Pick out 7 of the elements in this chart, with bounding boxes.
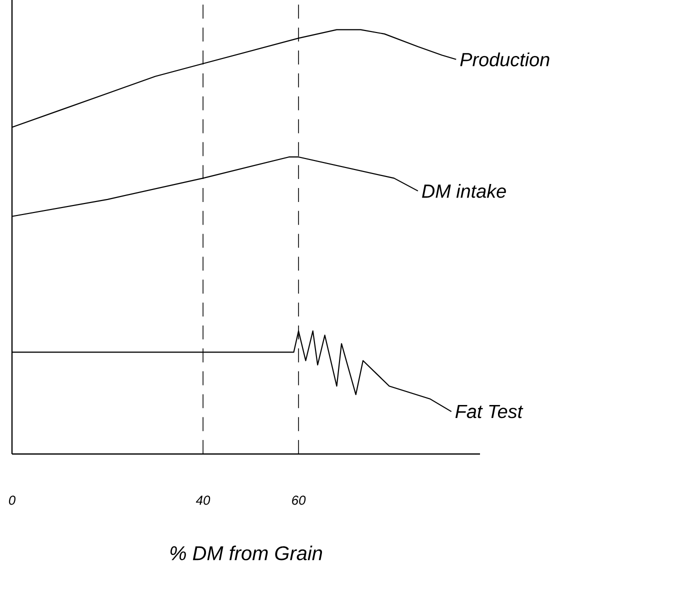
x-tick-label: 0	[8, 496, 16, 505]
x-tick-label: 60	[292, 496, 306, 505]
x-tick-label: 40	[196, 496, 210, 505]
x-axis-title: % DM from Grain	[170, 546, 322, 560]
series-label: Fat Test	[455, 404, 524, 418]
series-label: DM intake	[422, 184, 506, 198]
series-label: Production	[460, 52, 550, 66]
